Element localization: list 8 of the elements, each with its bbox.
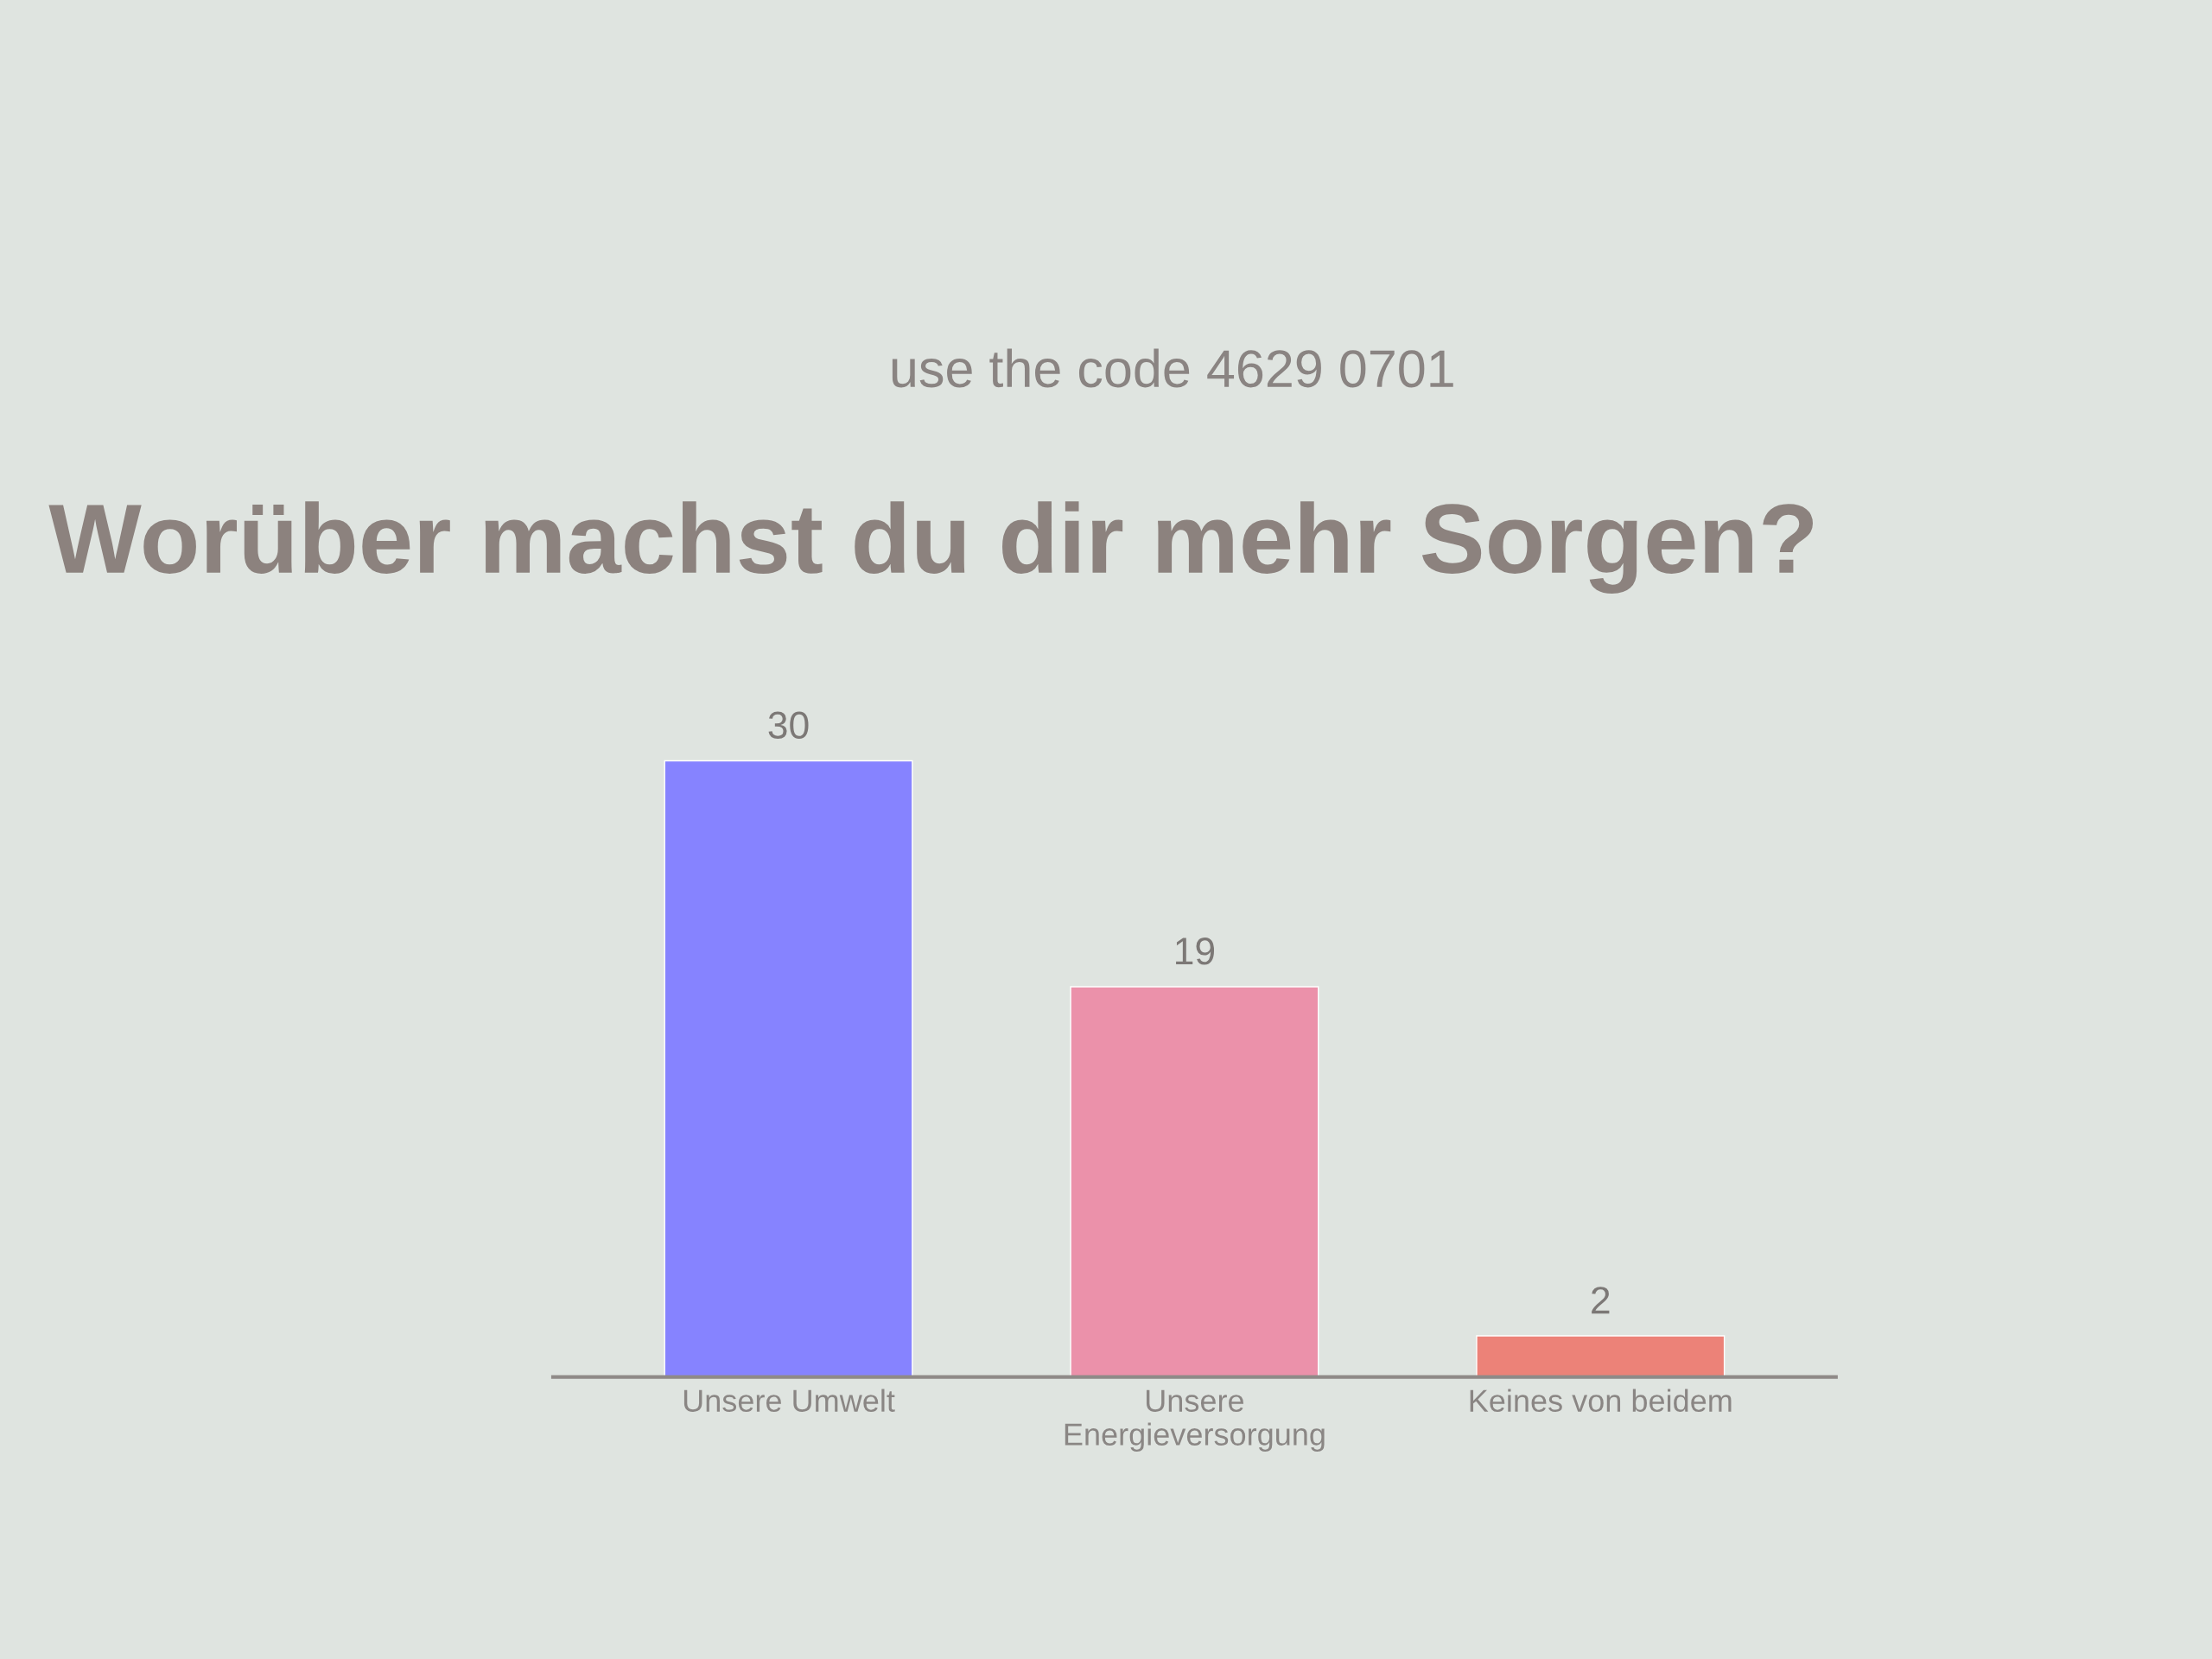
data-label: 30	[768, 711, 809, 740]
data-label: 19	[1176, 938, 1215, 965]
x-tick-label: Unsere Umwelt	[683, 1389, 895, 1413]
x-tick-label: Unsere Energieversorgung	[1065, 1389, 1325, 1452]
data-label: 2	[1592, 1287, 1610, 1314]
text: use the code 4629 0701	[892, 348, 1453, 388]
chart-title: Worüber machst du dir mehr Sorgen?	[48, 501, 1813, 594]
x-tick-label: Keines von beidem	[1470, 1389, 1732, 1413]
